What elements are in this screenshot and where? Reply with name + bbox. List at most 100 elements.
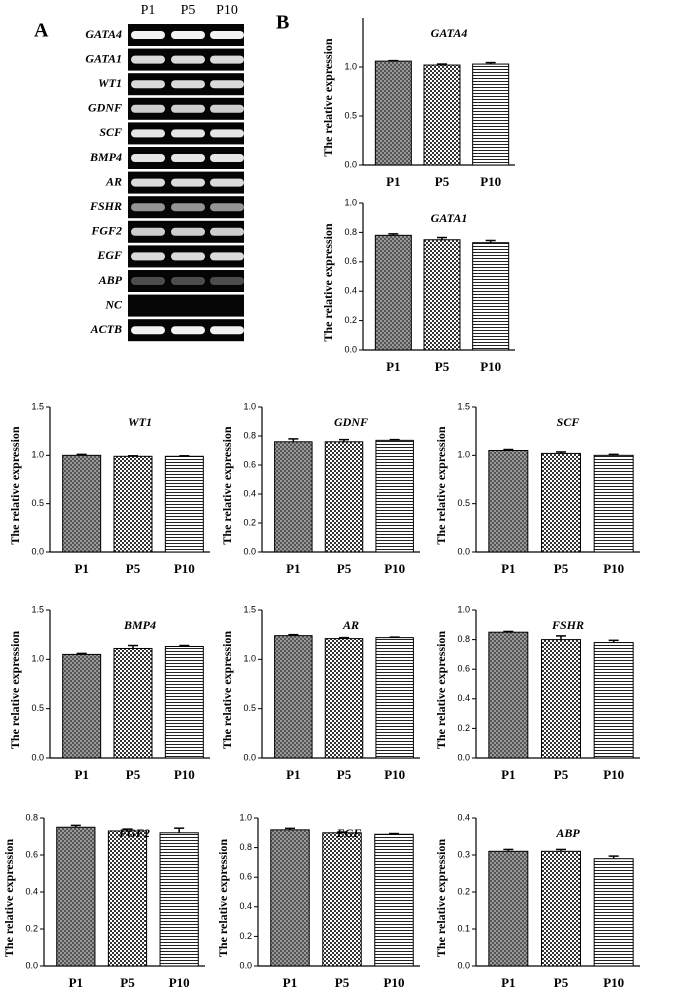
y-tick-label: 0.6 [344,256,357,266]
gene-label: WT1 [98,76,122,90]
gel-band [131,227,165,236]
y-tick-label: 0.5 [31,703,44,713]
bar [107,830,148,967]
chart-title: GDNF [334,415,368,429]
y-tick-label: 0.3 [457,849,470,859]
y-tick-label: 0.5 [243,703,256,713]
x-tick-label: P10 [174,561,195,576]
chart-title: SCF [557,415,580,429]
y-tick-label: 0.8 [239,842,252,852]
x-tick-label: P1 [386,174,400,189]
x-tick-label: P10 [384,561,405,576]
bar [423,64,461,166]
gene-label: GDNF [88,101,122,115]
gene-label: GATA4 [85,27,122,41]
y-tick-label: 0.0 [243,546,256,556]
gel-band [171,252,205,261]
gel-band [171,203,205,212]
y-axis-label: The relative expression [8,426,22,545]
y-axis-label: The relative expression [2,839,16,958]
x-tick-label: P10 [384,767,405,782]
bar [375,637,414,759]
y-tick-label: 1.0 [457,604,470,614]
gene-label: NC [104,297,123,311]
bar [324,441,364,553]
y-tick-label: 0.2 [239,931,252,941]
y-axis-label: The relative expression [434,631,448,750]
gel-band [131,104,165,113]
chart-title: WT1 [128,415,152,429]
y-axis-label: The relative expression [434,426,448,545]
x-tick-label: P5 [120,975,135,990]
y-tick-label: 0.0 [31,546,44,556]
x-tick-label: P5 [435,174,450,189]
gel-lane [128,294,244,317]
y-tick-label: 1.5 [31,604,44,614]
x-tick-label: P10 [603,767,624,782]
bar [472,63,510,166]
y-tick-label: 0.5 [31,498,44,508]
chart-title: EGF [336,826,362,840]
bar [472,242,510,351]
y-tick-label: 0.0 [25,960,38,970]
y-tick-label: 0.0 [31,752,44,762]
y-tick-label: 1.5 [243,604,256,614]
gel-lane [128,270,244,292]
y-tick-label: 1.0 [344,61,357,71]
x-tick-label: P5 [335,975,350,990]
x-tick-label: P1 [286,561,300,576]
gel-band [171,31,205,39]
x-tick-label: P10 [480,359,501,374]
bar [374,234,412,351]
bar [159,832,199,967]
bar [488,631,529,759]
y-axis-label: The relative expression [321,38,335,157]
bar [62,653,102,759]
y-tick-label: 0.8 [344,227,357,237]
x-tick-label: P10 [169,975,190,990]
bar [56,826,96,967]
bar [274,635,313,759]
y-tick-label: 0.2 [243,517,256,527]
gene-label: GATA1 [85,51,122,65]
chart-title: GATA4 [431,26,468,40]
gel-band [131,129,165,138]
x-tick-label: P1 [386,359,400,374]
gel-band [210,31,244,39]
gel-band [171,104,205,113]
x-tick-label: P5 [554,561,569,576]
gel-band [210,227,244,236]
x-tick-label: P5 [435,359,450,374]
gel-band [171,326,205,335]
y-tick-label: 1.5 [457,401,470,411]
x-tick-label: P10 [603,561,624,576]
y-tick-label: 0.0 [344,344,357,354]
chart-title: FSHR [551,618,584,632]
y-tick-label: 0.4 [457,693,470,703]
x-tick-label: P5 [337,561,352,576]
gel-band [131,178,165,187]
bar [541,639,581,759]
gel-band [171,178,205,187]
y-tick-label: 0.0 [243,752,256,762]
x-tick-label: P1 [501,767,515,782]
y-axis-label: The relative expression [321,223,335,342]
y-tick-label: 0.4 [344,286,357,296]
bar [62,454,102,553]
x-tick-label: P5 [554,767,569,782]
lane-label: P10 [216,3,238,18]
x-tick-label: P5 [554,975,569,990]
gel-band [131,203,165,212]
y-tick-label: 0.4 [25,886,38,896]
bar [593,642,634,759]
gel-band [210,80,244,89]
gel-band [210,252,244,261]
chart-title: FGF2 [118,826,150,840]
gel-band [171,80,205,89]
y-tick-label: 1.0 [31,450,44,460]
chart-title: ABP [555,826,580,840]
chart-title: GATA1 [431,211,468,225]
y-tick-label: 0.0 [344,159,357,169]
gel-band [171,277,205,285]
x-tick-label: P1 [69,975,83,990]
